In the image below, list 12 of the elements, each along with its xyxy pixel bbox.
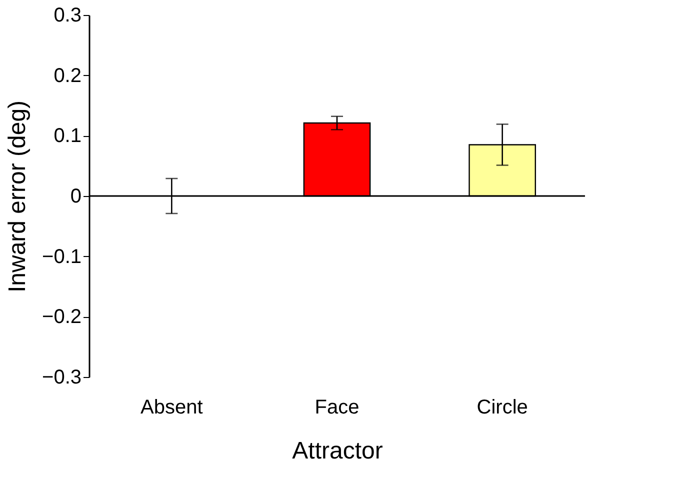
y-tick-label: −0.1 xyxy=(42,246,82,268)
y-axis-title: Inward error (deg) xyxy=(4,100,32,293)
x-tick-label: Face xyxy=(314,396,360,418)
y-tick-label: −0.3 xyxy=(42,366,82,388)
y-tick-label: 0.1 xyxy=(54,125,82,148)
x-axis-title: Attractor xyxy=(292,438,383,464)
x-tick-label: Circle xyxy=(476,396,528,418)
y-tick-label: 0.2 xyxy=(54,64,82,87)
y-tick-label: −0.2 xyxy=(42,306,82,328)
x-tick-label: Absent xyxy=(140,396,204,418)
y-tick-label: 0 xyxy=(70,186,82,208)
y-tick-label: 0.3 xyxy=(54,4,82,26)
